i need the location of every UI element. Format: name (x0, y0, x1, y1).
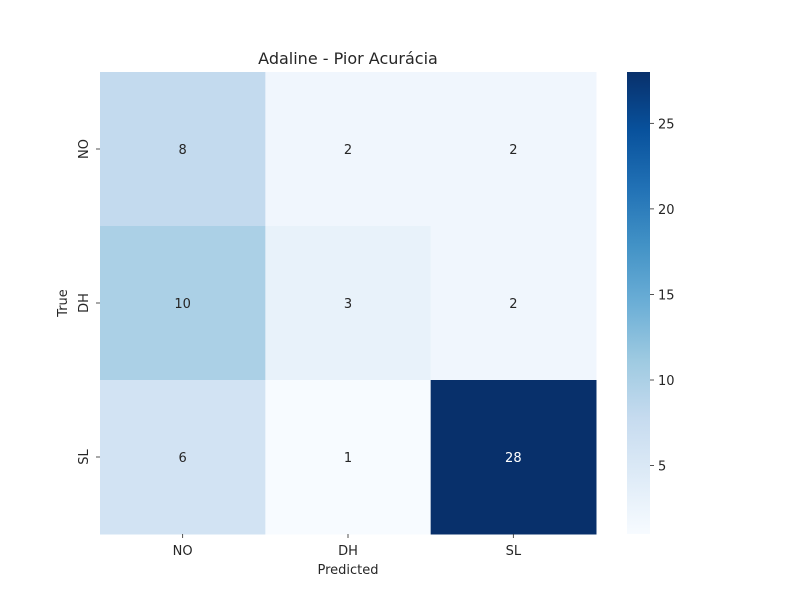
cell-value-label: 2 (509, 297, 517, 312)
x-axis-label: Predicted (317, 563, 378, 578)
colorbar-tick-label: 15 (658, 288, 675, 303)
colorbar-tick-label: 5 (658, 460, 666, 475)
cell-value-label: 6 (179, 451, 187, 466)
heatmap-cell (100, 380, 266, 535)
y-tick-label: DH (77, 293, 92, 313)
colorbar-tick-label: 25 (658, 117, 675, 132)
colorbar-ticks: 5 10 15 20 25 (650, 117, 675, 475)
x-axis-ticks: NO DH SL (173, 534, 522, 559)
x-tick-label: DH (338, 544, 358, 559)
heatmap-cell (100, 226, 266, 381)
cell-value-label: 2 (344, 143, 352, 158)
x-tick-label: SL (506, 544, 522, 559)
heatmap-cell (265, 72, 432, 227)
cell-value-label: 10 (174, 297, 191, 312)
heatmap-cell (265, 226, 432, 381)
cell-value-label: 2 (509, 143, 517, 158)
heatmap-cell (265, 380, 432, 535)
heatmap-cell (100, 72, 266, 227)
y-tick-label: SL (77, 448, 92, 464)
heatmap-cell (430, 226, 597, 381)
colorbar-tick-label: 10 (658, 374, 675, 389)
y-axis-ticks: NO DH SL (77, 139, 100, 465)
y-tick-label: NO (77, 139, 92, 159)
chart-title: Adaline - Pior Acurácia (258, 49, 438, 68)
y-axis-label: True (56, 289, 71, 318)
cell-value-label: 8 (179, 143, 187, 158)
heatmap-cells: 8 2 2 10 3 2 6 1 28 (100, 72, 597, 535)
cell-value-label: 28 (505, 451, 522, 466)
x-tick-label: NO (173, 544, 193, 559)
colorbar (627, 72, 650, 534)
heatmap-cell (430, 380, 597, 535)
heatmap-cell (430, 72, 597, 227)
cell-value-label: 3 (344, 297, 352, 312)
colorbar-tick-label: 20 (658, 203, 675, 218)
cell-value-label: 1 (344, 451, 352, 466)
